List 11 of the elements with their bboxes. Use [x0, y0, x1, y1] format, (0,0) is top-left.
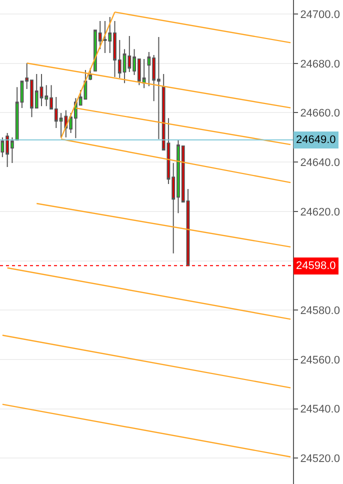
y-tick-label: 24540.0	[300, 404, 340, 416]
y-tick-label: 24620.0	[300, 206, 340, 218]
ref-line-label: 24649.0	[296, 134, 336, 146]
y-tick-label: 24640.0	[300, 156, 340, 169]
y-tick-label: 24660.0	[300, 108, 340, 120]
ref-line-label: 24598.0	[296, 260, 336, 272]
y-tick-label: 24680.0	[300, 58, 340, 70]
y-tick-label: 24520.0	[300, 452, 340, 465]
y-tick-label: 24560.0	[300, 354, 340, 366]
y-tick-label: 24700.0	[300, 8, 340, 21]
y-tick-label: 24580.0	[300, 304, 340, 317]
